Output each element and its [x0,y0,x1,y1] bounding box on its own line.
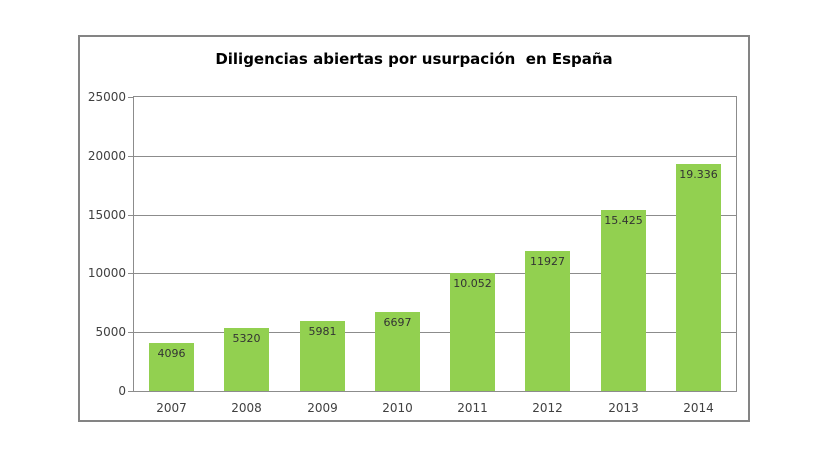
y-axis-label-10000: 10000 [87,266,126,280]
bar-2014: 19.336 [676,164,721,391]
bar-2007: 4096 [149,343,194,391]
bar-value-label-2010: 6697 [383,316,412,329]
bar-2008: 5320 [224,328,269,391]
x-axis-label-2010: 2010 [382,401,413,415]
x-axis-label-2014: 2014 [683,401,714,415]
chart-frame: Diligencias abiertas por usurpación en E… [78,35,750,422]
x-axis-label-2009: 2009 [307,401,338,415]
bar-2013: 15.425 [601,210,646,391]
x-axis-label-2008: 2008 [231,401,262,415]
y-gridline-20000 [134,156,736,157]
plot-area: 0 5000 10000 15000 20000 25000 4096 2007 5320 200… [88,90,737,415]
x-axis-label-2013: 2013 [608,401,639,415]
bar-value-label-2007: 4096 [157,347,186,360]
y-axis-tick-20000 [128,156,133,157]
y-axis-label-20000: 20000 [87,149,126,163]
y-axis-label-0: 0 [118,384,126,398]
y-axis-tick-15000 [128,215,133,216]
bar-value-label-2008: 5320 [232,332,261,345]
y-axis-tick-0 [128,391,133,392]
bar-2010: 6697 [375,312,420,391]
y-axis-label-25000: 25000 [87,90,126,104]
x-axis-label-2012: 2012 [532,401,563,415]
y-gridline-5000 [134,332,736,333]
y-gridline-15000 [134,215,736,216]
x-axis-label-2007: 2007 [156,401,187,415]
bar-2012: 11927 [525,251,570,391]
bar-value-label-2014: 19.336 [679,168,718,181]
bar-value-label-2012: 11927 [530,255,565,268]
y-gridline-10000 [134,273,736,274]
y-axis-tick-25000 [128,97,133,98]
bar-value-label-2011: 10.052 [453,277,492,290]
x-axis-label-2011: 2011 [457,401,488,415]
y-axis-label-15000: 15000 [87,208,126,222]
y-axis-label-5000: 5000 [95,325,126,339]
bar-2009: 5981 [300,321,345,391]
y-axis-tick-10000 [128,273,133,274]
bar-2011: 10.052 [450,273,495,391]
bar-value-label-2009: 5981 [308,325,337,338]
chart-title: Diligencias abiertas por usurpación en E… [215,50,613,68]
bar-value-label-2013: 15.425 [604,214,643,227]
y-axis-tick-5000 [128,332,133,333]
